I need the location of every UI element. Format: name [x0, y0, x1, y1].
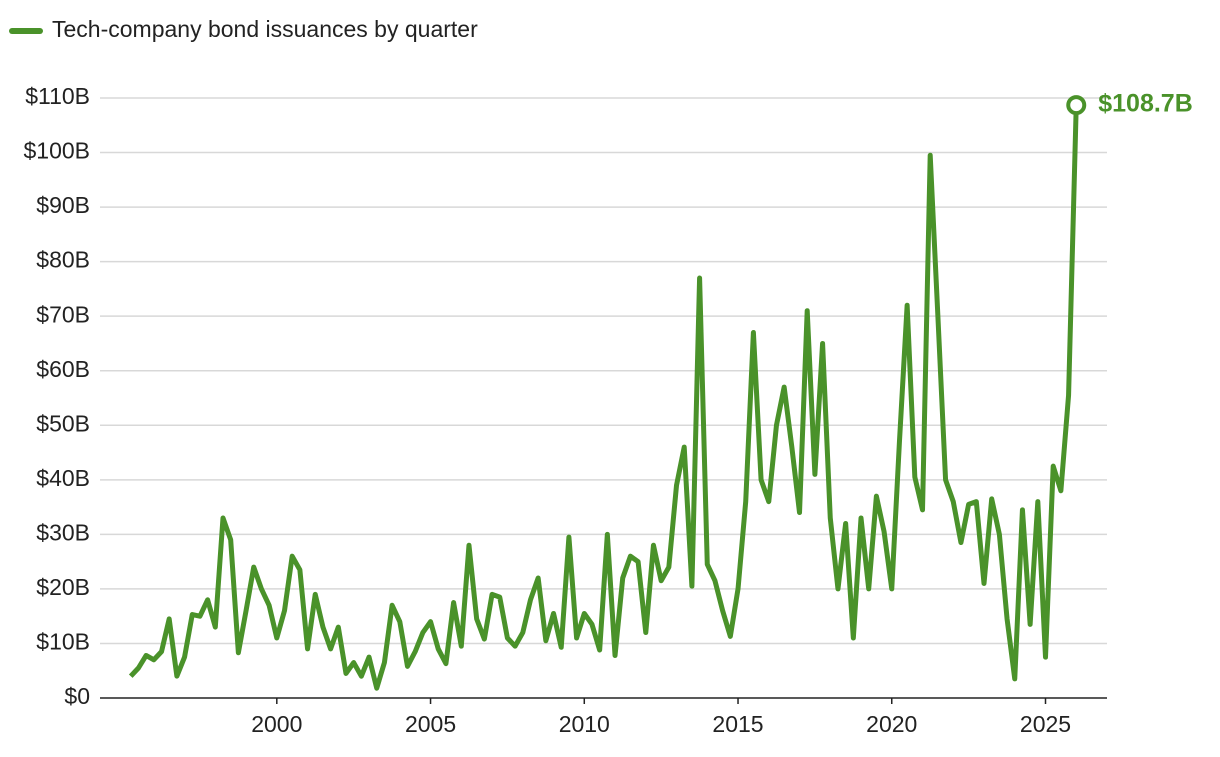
x-tick-label: 2015 [712, 711, 763, 737]
y-tick-label: $0 [64, 683, 90, 709]
value-label: $108.7B [1098, 90, 1193, 118]
y-tick-label: $20B [36, 574, 90, 600]
x-tick-label: 2020 [866, 711, 917, 737]
y-tick-label: $90B [36, 192, 90, 218]
y-tick-label: $110B [25, 83, 90, 109]
series-line [128, 105, 1079, 691]
y-tick-label: $40B [36, 465, 90, 491]
x-tick-label: 2005 [405, 711, 456, 737]
y-tick-label: $10B [36, 629, 90, 655]
end-point [1066, 95, 1087, 116]
y-tick-label: $100B [23, 138, 90, 164]
x-tick-label: 2025 [1020, 711, 1071, 737]
x-tick-label: 2010 [559, 711, 610, 737]
y-tick-label: $80B [36, 247, 90, 273]
x-tick-label: 2000 [251, 711, 302, 737]
y-tick-label: $30B [36, 519, 90, 545]
legend-label: Tech-company bond issuances by quarter [52, 16, 478, 42]
y-tick-label: $60B [36, 356, 90, 382]
y-tick-label: $50B [36, 410, 90, 436]
y-tick-label: $70B [36, 301, 90, 327]
